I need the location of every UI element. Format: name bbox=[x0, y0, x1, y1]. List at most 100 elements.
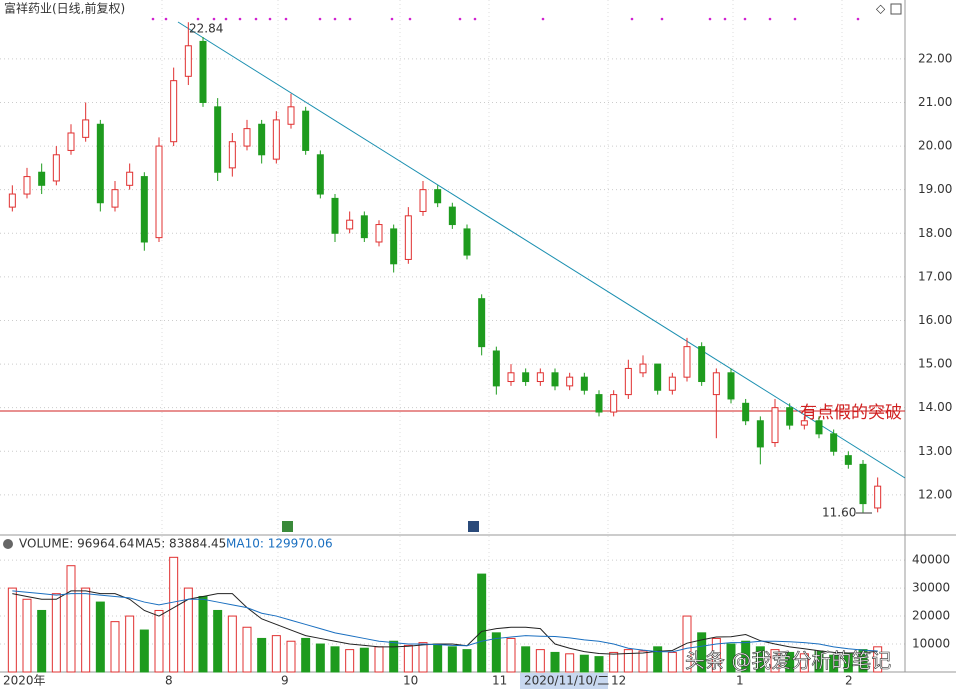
high-label: 22.84 bbox=[189, 22, 223, 36]
event-icon[interactable] bbox=[468, 521, 479, 532]
candle-body bbox=[610, 394, 618, 413]
candle-body bbox=[155, 145, 163, 239]
trend-line bbox=[177, 21, 906, 479]
volume-bar bbox=[389, 640, 399, 673]
volume-bar bbox=[477, 573, 487, 673]
candle-body bbox=[199, 40, 207, 103]
volume-bar bbox=[726, 643, 736, 673]
candle-body bbox=[404, 215, 412, 260]
volume-bar bbox=[858, 649, 868, 673]
volume-bar bbox=[359, 647, 369, 673]
candle-body bbox=[830, 433, 838, 452]
candle-body bbox=[126, 171, 134, 186]
y-tick-label: 13.00 bbox=[918, 444, 952, 458]
candle-body bbox=[668, 376, 676, 391]
candle-body bbox=[214, 106, 222, 173]
candle-body bbox=[566, 376, 574, 387]
volume-bar bbox=[579, 654, 589, 673]
volume-bar bbox=[433, 643, 443, 673]
candle-body bbox=[492, 350, 500, 387]
volume-bar bbox=[301, 637, 311, 673]
candle-body bbox=[184, 45, 192, 77]
candle-body bbox=[140, 176, 148, 243]
watermark: 头条 @我爱分析的笔记 bbox=[685, 649, 891, 673]
candle-body bbox=[316, 154, 324, 195]
volume-bar bbox=[227, 615, 237, 673]
volume-bar bbox=[286, 640, 296, 673]
icon[interactable]: ◇ bbox=[876, 2, 886, 16]
ma10-line bbox=[12, 590, 878, 653]
candle-body bbox=[698, 346, 706, 383]
volume-bar bbox=[565, 653, 575, 673]
volume-bar bbox=[7, 587, 17, 673]
x-tick-label: 2020/11/10/二 bbox=[524, 674, 609, 688]
y-tick-label: 16.00 bbox=[918, 313, 952, 327]
candle-body bbox=[434, 189, 442, 204]
volume-bar bbox=[594, 656, 604, 673]
candle-body bbox=[331, 197, 339, 234]
x-tick-label: 1 bbox=[736, 674, 744, 688]
candle-body bbox=[639, 363, 647, 374]
volume-bar bbox=[829, 654, 839, 673]
volume-bar bbox=[330, 646, 340, 673]
candle-body bbox=[844, 455, 852, 465]
date-highlight bbox=[520, 673, 608, 689]
volume-bar bbox=[711, 637, 721, 673]
volume-bar bbox=[154, 609, 164, 673]
volume-bar bbox=[22, 598, 32, 673]
candle-body bbox=[302, 110, 310, 151]
signal-dots bbox=[151, 17, 860, 21]
legend-ma10: MA10: 129970.06 bbox=[226, 537, 333, 551]
volume-bar bbox=[418, 642, 428, 673]
volume-bar bbox=[271, 635, 281, 673]
candle-body bbox=[551, 372, 559, 387]
candle-body bbox=[771, 407, 779, 444]
volume-bar bbox=[638, 650, 648, 673]
y-tick-label: 10000 bbox=[912, 637, 950, 651]
legend-ma5: MA5: 83884.45 bbox=[135, 537, 226, 551]
volume-bar bbox=[506, 637, 516, 673]
volume-bar bbox=[374, 646, 384, 673]
candle-body bbox=[624, 367, 632, 396]
candle-body bbox=[287, 106, 295, 125]
volume-bar bbox=[741, 640, 751, 673]
y-tick-label: 19.00 bbox=[918, 182, 952, 196]
x-tick-label: 2 bbox=[845, 674, 853, 688]
volume-bar bbox=[682, 615, 692, 673]
candle-body bbox=[8, 193, 16, 208]
volume-bar bbox=[462, 649, 472, 673]
candle-body bbox=[346, 219, 354, 230]
volume-bar bbox=[653, 646, 663, 673]
y-tick-label: 21.00 bbox=[918, 95, 952, 109]
volume-bar bbox=[139, 629, 149, 673]
x-tick-label: 12 bbox=[611, 674, 626, 688]
candle-body bbox=[786, 407, 794, 426]
candle-body bbox=[170, 80, 178, 143]
x-tick-label: 2020年 bbox=[3, 674, 46, 688]
candle-body bbox=[712, 372, 720, 396]
volume-bar bbox=[169, 556, 179, 673]
event-icon[interactable] bbox=[282, 521, 293, 532]
candle-body bbox=[815, 420, 823, 435]
volume-bar bbox=[183, 587, 193, 673]
y-tick-label: 17.00 bbox=[918, 269, 952, 283]
icon[interactable] bbox=[890, 3, 902, 15]
volume-bar bbox=[110, 621, 120, 673]
icon[interactable] bbox=[3, 539, 13, 549]
volume-bar bbox=[755, 646, 765, 673]
volume-bar bbox=[521, 646, 531, 673]
candle-body bbox=[23, 176, 31, 195]
y-tick-label: 18.00 bbox=[918, 226, 952, 240]
candle-body bbox=[258, 123, 266, 156]
volume-bar bbox=[785, 651, 795, 673]
candle-body bbox=[478, 298, 486, 348]
candle-body bbox=[742, 402, 750, 422]
y-tick-label: 12.00 bbox=[918, 487, 952, 501]
x-tick-label: 10 bbox=[403, 674, 418, 688]
candle-body bbox=[272, 119, 280, 160]
volume-bar bbox=[799, 653, 809, 673]
y-tick-label: 22.00 bbox=[918, 51, 952, 65]
candle-body bbox=[463, 228, 471, 256]
volume-bar bbox=[770, 649, 780, 673]
